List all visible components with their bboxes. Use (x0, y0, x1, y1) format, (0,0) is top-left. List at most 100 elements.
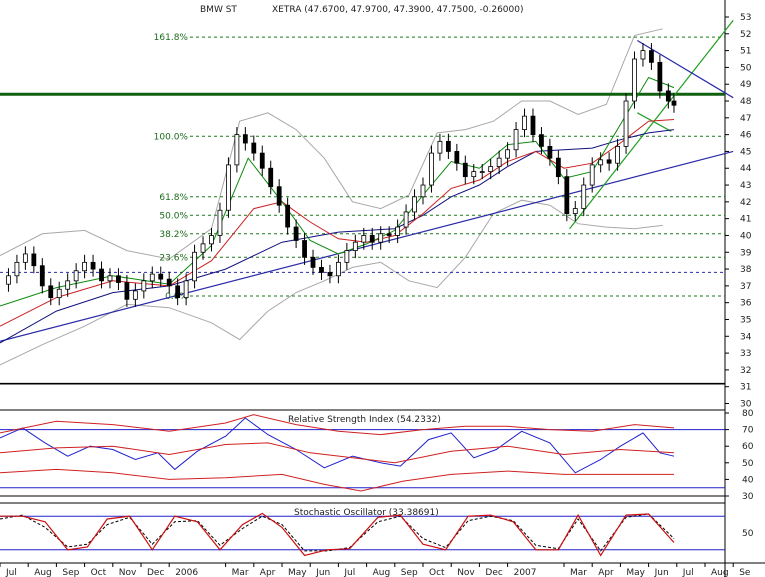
x-tick-label: Se (739, 568, 751, 577)
price-tick-label: 35 (740, 315, 751, 325)
candle-body (429, 152, 434, 186)
price-candle (471, 164, 477, 185)
candle-body (479, 171, 485, 174)
fib-level-label: 61.8% (159, 193, 188, 203)
rsi-panel: Relative Strength Index (54.2332) 30 40 50… (0, 409, 754, 502)
price-y-axis: 30 31 32 33 34 35 36 37 38 39 40 41 42 43 44 45 46 47 48 49… (725, 13, 752, 410)
candle-body (82, 261, 87, 272)
price-tick-label: 51 (740, 47, 751, 57)
price-candle (479, 164, 485, 180)
candle-body (65, 280, 71, 290)
candle-body (259, 152, 265, 169)
fib-level-label: 50.0% (159, 211, 188, 221)
price-candle (623, 93, 629, 154)
price-candle (82, 254, 87, 279)
fib-level-label: 38.2% (159, 230, 188, 240)
candle-body (581, 184, 587, 209)
price-candle (310, 249, 316, 275)
price-candle (395, 219, 401, 244)
price-candle (606, 152, 612, 171)
candle-body (234, 134, 240, 166)
price-candle (107, 268, 113, 289)
x-tick-label: Dec (485, 568, 502, 577)
candle-body (48, 285, 54, 299)
x-tick-label: Nov (119, 568, 137, 577)
stochastic-panel: Stochastic Oscillator (33.38691) 50 (0, 502, 765, 564)
candle-body (445, 140, 451, 152)
candle-body (606, 159, 612, 164)
price-candle (513, 122, 519, 158)
price-candle (539, 127, 544, 154)
candle-body (369, 235, 375, 243)
ma-short (0, 76, 675, 307)
candle-body (132, 290, 138, 300)
candle-body (640, 50, 646, 60)
price-candle (615, 138, 620, 171)
price-candle (572, 201, 578, 222)
price-candle (445, 133, 451, 159)
candle-body (344, 250, 350, 263)
bollinger-lower (0, 199, 663, 366)
price-candle (361, 227, 367, 250)
price-tick-label: 49 (740, 80, 752, 90)
candle-body (412, 196, 417, 213)
candle-body (6, 275, 11, 285)
price-candle (242, 127, 248, 151)
candle-body (310, 256, 316, 268)
candle-body (39, 265, 45, 287)
candle-body (107, 275, 113, 282)
candle-body (665, 90, 671, 102)
x-tick-label: Apr (598, 568, 614, 577)
candle-body (454, 151, 460, 164)
price-candle (149, 266, 155, 289)
candle-body (335, 261, 341, 277)
price-candle (226, 157, 231, 218)
price-tick-label: 44 (740, 164, 752, 174)
candle-body (555, 157, 561, 178)
price-candle (437, 133, 443, 161)
chart-quote: XETRA (47.6700, 47.9700, 47.3900, 47.750… (272, 5, 524, 15)
price-candle (6, 268, 11, 292)
price-candle (488, 158, 494, 180)
price-tick-label: 41 (740, 215, 751, 225)
candle-body (471, 171, 477, 178)
price-candle (352, 234, 358, 259)
rsi-band-line (0, 414, 675, 436)
x-tick-label: Jun (654, 568, 669, 577)
candle-body (403, 211, 409, 228)
price-candle (158, 266, 164, 287)
candle-body (564, 176, 570, 215)
price-tick-label: 42 (740, 198, 751, 208)
price-tick-label: 31 (740, 383, 751, 393)
trendline (637, 112, 672, 132)
fib-level-label: 100.0% (154, 132, 189, 142)
x-tick-label: Jul (343, 568, 355, 577)
price-candle (403, 204, 409, 235)
price-candle (462, 155, 468, 185)
candle-body (395, 226, 401, 236)
candle-body (386, 233, 392, 236)
candle-body (293, 226, 299, 241)
price-tick-label: 53 (740, 13, 751, 23)
x-tick-label: May (626, 568, 645, 577)
candle-body (149, 273, 155, 282)
price-candle (335, 254, 341, 284)
price-candle (116, 268, 121, 291)
candle-body (352, 241, 358, 251)
x-tick-label: Sep (62, 568, 79, 577)
trendline (0, 150, 734, 342)
candle-body (209, 235, 214, 245)
x-tick-label: Jun (315, 568, 330, 577)
candle-body (547, 145, 553, 159)
price-tick-label: 50 (740, 63, 752, 73)
trendline (636, 39, 734, 99)
price-candle (209, 227, 214, 252)
rsi-tick-label: 70 (742, 426, 754, 436)
price-candle (56, 281, 62, 306)
stochastic-title: Stochastic Oscillator (33.38691) (294, 508, 439, 518)
price-candle (420, 177, 426, 205)
rsi-title: Relative Strength Index (54.2332) (288, 415, 441, 425)
rsi-tick-label: 60 (742, 442, 754, 452)
